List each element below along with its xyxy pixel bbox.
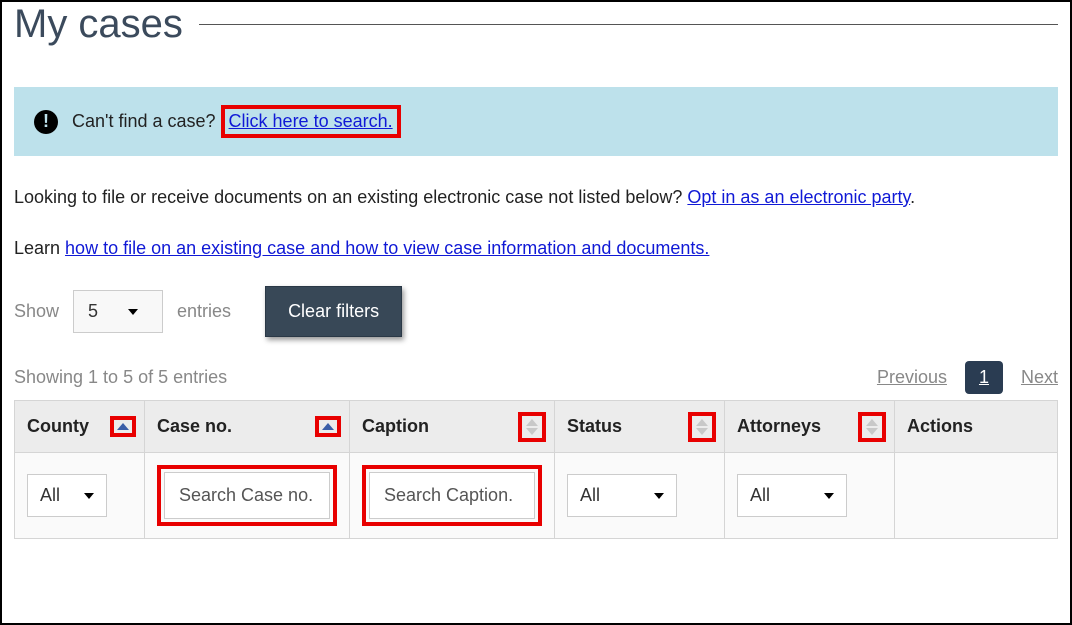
pager-previous[interactable]: Previous bbox=[877, 367, 947, 388]
filter-county-select[interactable]: All bbox=[27, 474, 107, 517]
col-header-caption[interactable]: Caption bbox=[350, 401, 555, 453]
sort-desc-icon bbox=[866, 428, 878, 435]
clear-filters-button[interactable]: Clear filters bbox=[265, 286, 402, 337]
col-label-status: Status bbox=[567, 416, 622, 437]
filter-county-value: All bbox=[40, 485, 60, 506]
caret-down-icon bbox=[84, 493, 94, 499]
banner-question: Can't find a case? bbox=[72, 111, 216, 131]
learn-lead: Learn bbox=[14, 238, 65, 258]
col-label-county: County bbox=[27, 416, 89, 437]
caret-down-icon bbox=[654, 493, 664, 499]
filter-attorneys-select[interactable]: All bbox=[737, 474, 847, 517]
pager-current[interactable]: 1 bbox=[965, 361, 1003, 394]
info-banner: ! Can't find a case? Click here to searc… bbox=[14, 87, 1058, 156]
pager: Previous 1 Next bbox=[877, 361, 1058, 394]
caret-down-icon bbox=[824, 493, 834, 499]
filter-attorneys-value: All bbox=[750, 485, 770, 506]
learn-link[interactable]: how to file on an existing case and how … bbox=[65, 238, 709, 258]
col-header-attorneys[interactable]: Attorneys bbox=[725, 401, 895, 453]
col-header-county[interactable]: County bbox=[15, 401, 145, 453]
cases-table: County Case no. Caption bbox=[14, 400, 1058, 539]
showing-text: Showing 1 to 5 of 5 entries bbox=[14, 367, 227, 388]
sort-asc-icon bbox=[866, 419, 878, 426]
sort-asc-icon bbox=[526, 419, 538, 426]
entries-value: 5 bbox=[88, 301, 98, 322]
entries-label: entries bbox=[177, 301, 231, 322]
col-label-caseno: Case no. bbox=[157, 416, 232, 437]
col-header-caseno[interactable]: Case no. bbox=[145, 401, 350, 453]
filter-caption-input[interactable] bbox=[369, 472, 535, 519]
sort-asc-icon bbox=[322, 423, 334, 430]
filter-actions-cell bbox=[895, 453, 1058, 539]
col-header-actions: Actions bbox=[895, 401, 1058, 453]
opt-in-lead: Looking to file or receive documents on … bbox=[14, 187, 687, 207]
col-label-actions: Actions bbox=[907, 416, 973, 437]
sort-desc-icon bbox=[526, 428, 538, 435]
col-header-status[interactable]: Status bbox=[555, 401, 725, 453]
exclamation-icon: ! bbox=[34, 110, 58, 134]
show-label: Show bbox=[14, 301, 59, 322]
sort-asc-icon bbox=[696, 419, 708, 426]
filter-status-select[interactable]: All bbox=[567, 474, 677, 517]
filter-status-value: All bbox=[580, 485, 600, 506]
opt-in-tail: . bbox=[910, 187, 915, 207]
opt-in-link[interactable]: Opt in as an electronic party bbox=[687, 187, 910, 207]
banner-search-link[interactable]: Click here to search. bbox=[229, 111, 393, 131]
caret-down-icon bbox=[128, 309, 138, 315]
sort-asc-icon bbox=[117, 423, 129, 430]
pager-next[interactable]: Next bbox=[1021, 367, 1058, 388]
sort-desc-icon bbox=[696, 428, 708, 435]
col-label-caption: Caption bbox=[362, 416, 429, 437]
filter-caseno-input[interactable] bbox=[164, 472, 330, 519]
col-label-attorneys: Attorneys bbox=[737, 416, 821, 437]
title-divider bbox=[199, 24, 1058, 25]
page-title: My cases bbox=[14, 2, 183, 47]
entries-select[interactable]: 5 bbox=[73, 290, 163, 333]
